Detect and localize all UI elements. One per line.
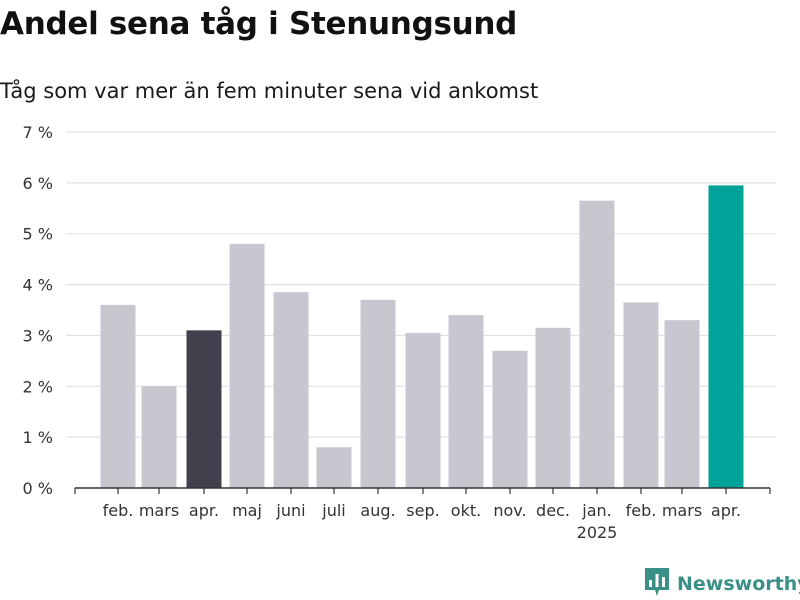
x-tick-label: juni: [275, 501, 305, 520]
bar-3: [229, 243, 265, 488]
brand-logo: Newsworthy: [645, 568, 800, 600]
year-label: 2025: [577, 523, 618, 542]
y-tick-label: 4 %: [23, 276, 53, 295]
bar-7: [405, 332, 441, 488]
bar-2: [186, 330, 222, 488]
bar-chart-logo-icon: [645, 568, 669, 600]
y-tick-label: 3 %: [23, 326, 53, 345]
bar-4: [273, 292, 309, 488]
y-tick-label: 6 %: [23, 174, 53, 193]
bar-5: [316, 447, 352, 488]
x-tick-label: apr.: [711, 501, 741, 520]
x-tick-label: feb.: [626, 501, 657, 520]
bar-13: [664, 320, 700, 488]
x-tick-label: feb.: [103, 501, 134, 520]
chart-subtitle: Tåg som var mer än fem minuter sena vid …: [0, 79, 539, 103]
y-tick-label: 2 %: [23, 377, 53, 396]
x-tick-label: nov.: [493, 501, 526, 520]
bar-1: [141, 386, 177, 488]
bar-12: [623, 302, 659, 488]
bar-8: [448, 315, 484, 488]
bar-10: [535, 327, 571, 488]
x-tick-label: mars: [139, 501, 179, 520]
y-tick-label: 5 %: [23, 225, 53, 244]
x-axis: [74, 487, 771, 494]
bar-14: [708, 185, 744, 488]
bar-9: [492, 350, 528, 488]
tick-labels: 0 %1 %2 %3 %4 %5 %6 %7 %feb. mars apr. maj j…: [23, 123, 742, 542]
x-tick-label: juli: [321, 501, 345, 520]
bars: [100, 185, 744, 488]
x-tick-label: apr.: [189, 501, 219, 520]
bar-6: [360, 299, 396, 488]
bar-11: [579, 200, 615, 488]
bar-chart: 0 %1 %2 %3 %4 %5 %6 %7 %feb. mars apr. maj j…: [23, 123, 776, 542]
y-tick-label: 0 %: [23, 479, 53, 498]
x-tick-label: aug.: [360, 501, 395, 520]
x-tick-label: okt.: [451, 501, 481, 520]
y-tick-label: 1 %: [23, 428, 53, 447]
x-tick-label: maj: [232, 501, 262, 520]
bar-0: [100, 304, 136, 488]
y-tick-label: 7 %: [23, 123, 53, 142]
x-tick-label: jan.: [581, 501, 611, 520]
brand-name: Newsworthy: [677, 573, 800, 595]
chart-title: Andel sena tåg i Stenungsund: [0, 6, 518, 42]
x-tick-label: dec.: [536, 501, 570, 520]
x-tick-label: mars: [662, 501, 702, 520]
x-tick-label: sep.: [406, 501, 439, 520]
